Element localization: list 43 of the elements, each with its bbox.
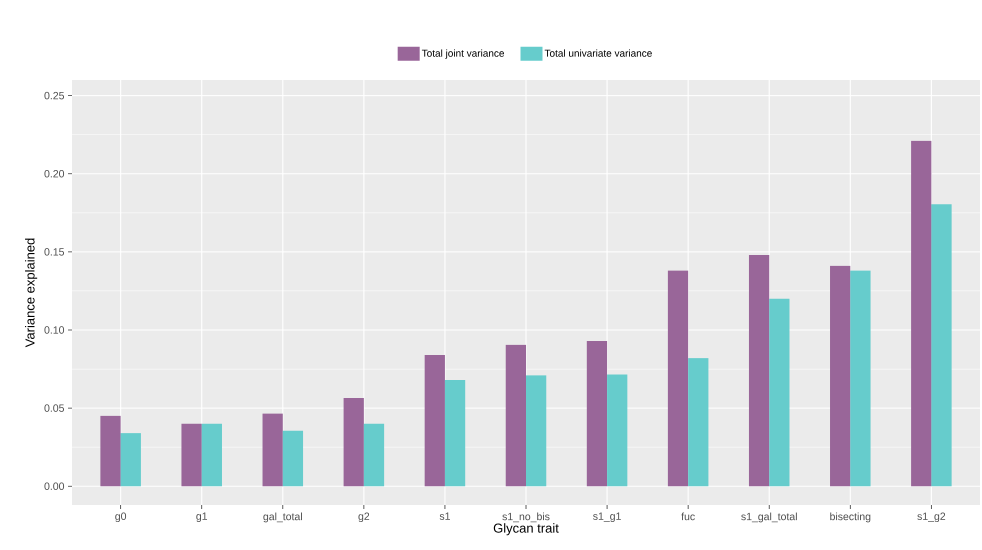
x-tick-label: s1 [440,512,450,520]
bar [181,424,202,486]
x-tick-label: gal_total [263,512,302,522]
bar [526,375,546,486]
x-tick-label: fuc [681,512,695,520]
bar [364,424,384,486]
y-tick-label: 0.05 [44,404,64,412]
bar [344,398,364,486]
x-tick-label: g0 [115,512,126,522]
legend-label: Total univariate variance [544,49,652,57]
bar [830,266,850,486]
bar [607,374,628,486]
bar [668,270,688,486]
x-tick-label: s1_g2 [917,512,946,522]
bar [506,344,526,486]
y-tick-label: 0.15 [44,248,64,256]
legend-label: Total joint variance [422,49,504,59]
y-tick-label: 0.10 [44,326,64,334]
bar [444,380,466,486]
bar [202,424,222,486]
bar [748,254,770,486]
bar [120,433,141,486]
bar [688,358,708,486]
bar [586,340,608,486]
bar [850,270,871,486]
bar [282,430,304,486]
bar [911,140,932,486]
bar [100,416,121,486]
x-tick-label: g1 [196,512,208,522]
bar [769,298,790,486]
y-tick-label: 0.00 [44,482,64,490]
bar [424,355,445,486]
x-tick-label: s1_no_bis [502,512,550,522]
x-tick-label: s1_g1 [593,512,621,522]
y-axis-title: Variance explained [25,238,38,348]
x-tick-label: bisecting [830,512,870,522]
y-tick-label: 0.25 [44,92,64,100]
y-tick-label: 0.20 [44,170,64,178]
x-tick-label: s1_gal_total [741,512,797,522]
x-axis-title: Glycan trait [494,523,559,536]
bar [931,204,952,486]
x-tick-label: g2 [358,512,370,522]
bar [262,414,283,486]
